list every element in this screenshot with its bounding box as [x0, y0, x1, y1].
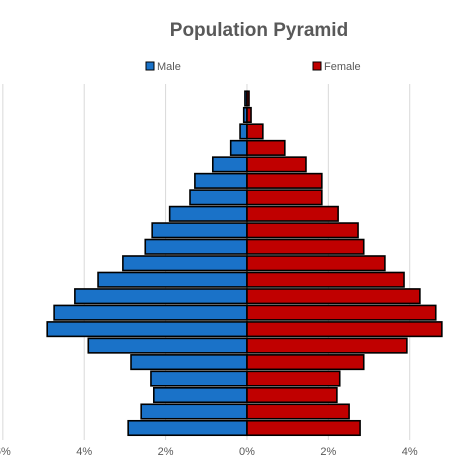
bar	[239, 123, 248, 140]
bar	[46, 321, 248, 338]
bar	[246, 238, 365, 255]
bar	[246, 156, 307, 173]
bar	[150, 370, 248, 387]
bar	[246, 222, 359, 239]
bar	[130, 354, 248, 371]
bar	[229, 139, 248, 156]
bar	[246, 255, 386, 272]
bar	[246, 304, 437, 321]
bar	[97, 271, 248, 288]
bar	[246, 419, 361, 437]
bar	[152, 387, 248, 404]
bar	[246, 321, 443, 338]
x-tick-label: 0%	[239, 446, 255, 458]
bar	[246, 123, 264, 140]
bar	[246, 337, 408, 354]
bar	[246, 403, 350, 420]
bar	[246, 106, 252, 123]
x-tick-label: 6%	[0, 446, 11, 458]
x-tick-label: 2%	[158, 446, 174, 458]
bar	[246, 172, 323, 189]
bar	[168, 205, 248, 222]
bar	[140, 403, 248, 420]
bar	[211, 156, 248, 173]
legend-swatch	[145, 61, 155, 71]
bar	[74, 288, 248, 305]
x-tick-label: 2%	[320, 446, 336, 458]
bar	[246, 205, 339, 222]
bar	[87, 337, 248, 354]
legend-label: Female	[324, 61, 361, 73]
bar	[246, 370, 341, 387]
bar	[122, 255, 248, 272]
bar	[194, 172, 248, 189]
chart-title: Population Pyramid	[170, 20, 348, 41]
bar	[151, 222, 248, 239]
bar	[246, 288, 421, 305]
bar	[246, 189, 323, 206]
bar	[246, 139, 286, 156]
legend-label: Male	[157, 61, 181, 73]
bar	[246, 387, 338, 404]
bar	[246, 90, 250, 107]
bar	[189, 189, 248, 206]
bar	[246, 354, 365, 371]
bar	[246, 271, 405, 288]
bar	[53, 304, 248, 321]
x-tick-label: 4%	[76, 446, 92, 458]
legend-swatch	[312, 61, 322, 71]
x-tick-label: 4%	[402, 446, 418, 458]
bar	[144, 238, 248, 255]
bar	[127, 419, 248, 437]
